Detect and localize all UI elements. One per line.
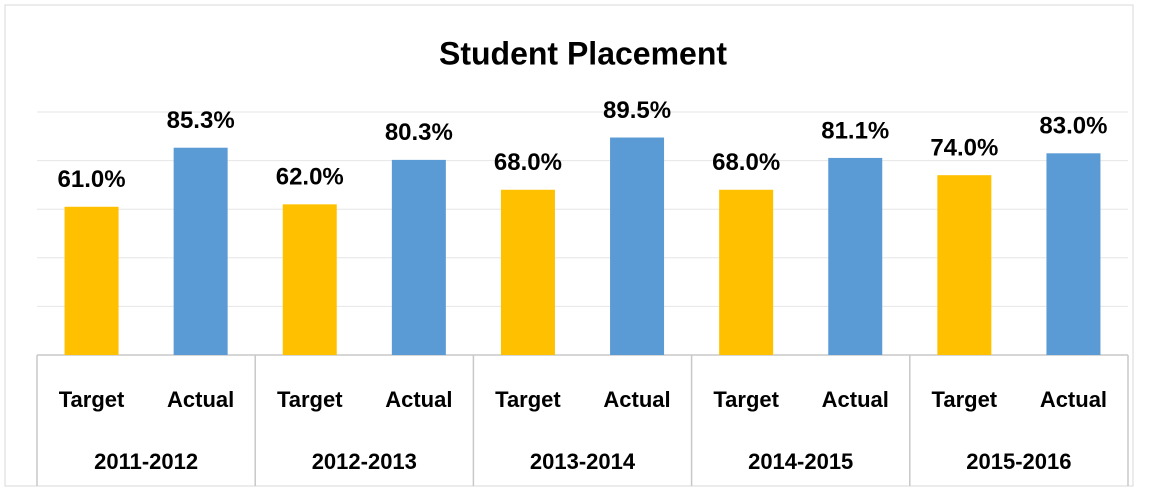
x-tick-label: Target — [495, 387, 561, 412]
group-label: 2013-2014 — [530, 449, 636, 474]
bar — [500, 189, 555, 355]
value-label: 68.0% — [494, 149, 562, 176]
x-tick-label: Actual — [822, 387, 889, 412]
bar — [173, 147, 228, 355]
x-tick-label: Actual — [1040, 387, 1107, 412]
value-label: 80.3% — [385, 119, 453, 146]
group-label: 2014-2015 — [748, 449, 853, 474]
value-label: 81.1% — [821, 117, 889, 144]
value-label: 61.0% — [58, 166, 126, 193]
value-label: 85.3% — [167, 107, 235, 134]
value-label: 68.0% — [712, 149, 780, 176]
group-label: 2011-2012 — [94, 449, 198, 474]
chart-title: Student Placement — [439, 35, 727, 71]
value-label: 74.0% — [930, 135, 998, 162]
value-label: 62.0% — [276, 164, 344, 191]
x-tick-label: Actual — [385, 387, 452, 412]
bar — [391, 159, 446, 355]
x-tick-label: Target — [932, 387, 998, 412]
x-tick-label: Target — [59, 387, 125, 412]
bar — [719, 189, 774, 355]
group-label: 2012-2013 — [312, 449, 417, 474]
bar — [610, 137, 665, 355]
bar — [1046, 153, 1101, 355]
group-label: 2015-2016 — [966, 449, 1071, 474]
bar — [937, 175, 992, 355]
value-label: 83.0% — [1039, 113, 1107, 140]
x-tick-label: Actual — [603, 387, 670, 412]
x-tick-label: Target — [277, 387, 343, 412]
x-tick-label: Actual — [167, 387, 234, 412]
x-tick-label: Target — [713, 387, 779, 412]
value-label: 89.5% — [603, 97, 671, 124]
bar — [64, 206, 119, 355]
bar — [828, 157, 883, 355]
bar — [282, 204, 337, 355]
